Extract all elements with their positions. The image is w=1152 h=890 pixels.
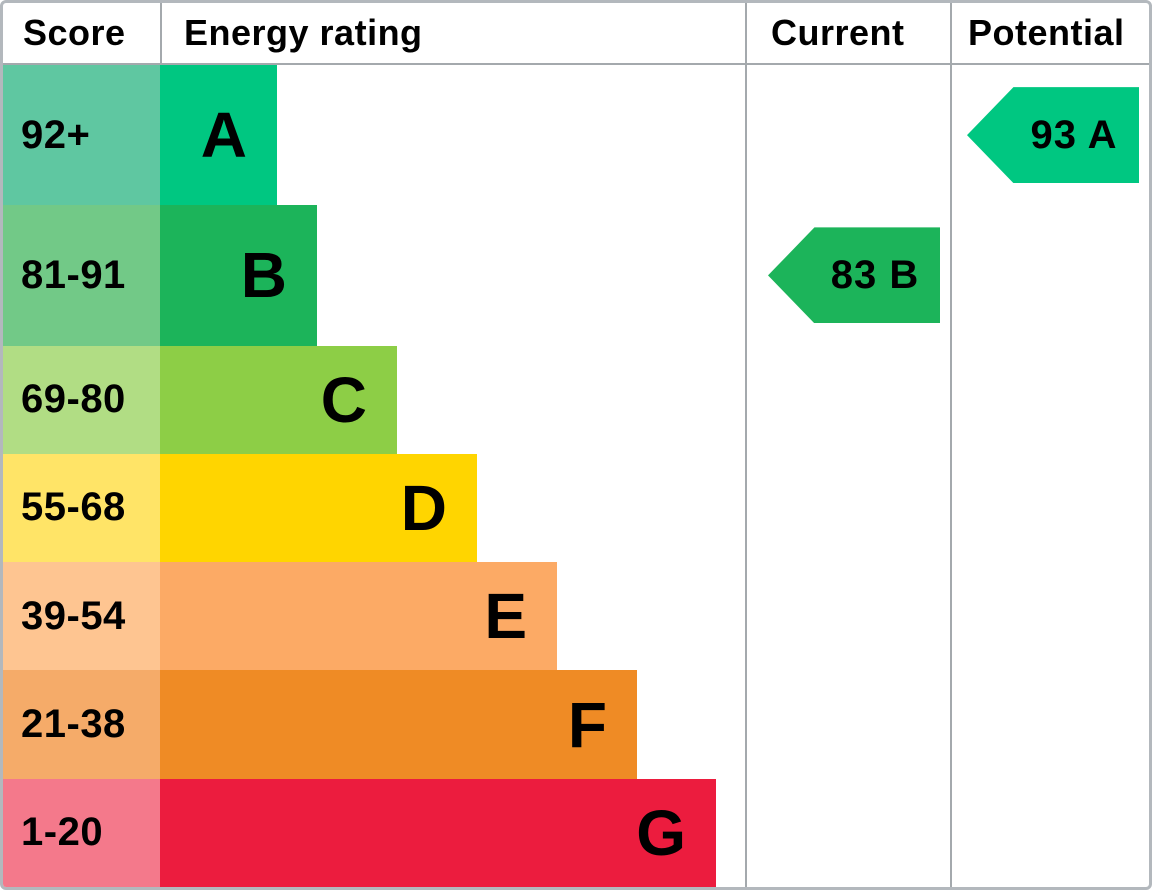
energy-rating-column-header: Energy rating bbox=[160, 3, 745, 63]
score-range: 92+ bbox=[3, 65, 160, 206]
energy-rating-bar-a: A bbox=[160, 65, 277, 206]
current-cell: 83 B bbox=[745, 205, 950, 346]
band-row: 21-38 F bbox=[3, 670, 1149, 779]
band-letter: C bbox=[320, 363, 367, 436]
score-range: 39-54 bbox=[3, 562, 160, 671]
band-letter: G bbox=[636, 796, 686, 869]
band-row: 69-80 C bbox=[3, 345, 1149, 454]
band-letter: E bbox=[484, 580, 527, 653]
chart-header-row: Score Energy rating Current Potential bbox=[3, 3, 1149, 65]
energy-rating-bar-cell: B bbox=[160, 205, 745, 346]
band-letter: F bbox=[567, 688, 607, 761]
current-rating-arrow: 83 B bbox=[768, 227, 940, 324]
current-cell bbox=[745, 670, 950, 779]
band-row: 81-91 B 83 B bbox=[3, 205, 1149, 346]
energy-rating-bar-cell: D bbox=[160, 453, 745, 563]
score-column-header: Score bbox=[23, 12, 126, 53]
score-range: 1-20 bbox=[3, 778, 160, 887]
energy-rating-bar-cell: G bbox=[160, 778, 745, 887]
energy-rating-bar-g: G bbox=[160, 778, 716, 887]
band-letter: A bbox=[200, 99, 247, 172]
band-row: 1-20 G bbox=[3, 778, 1149, 887]
potential-column-header: Potential bbox=[950, 3, 1149, 63]
current-cell bbox=[745, 453, 950, 563]
band-rows: 92+ A 93 A 81-91 B 83 B 69-80 C 55-68 bbox=[3, 65, 1149, 887]
energy-rating-bar-d: D bbox=[160, 453, 477, 563]
potential-cell bbox=[950, 345, 1149, 454]
band-letter: B bbox=[240, 239, 287, 312]
potential-cell bbox=[950, 670, 1149, 779]
score-range: 55-68 bbox=[3, 453, 160, 563]
current-rating-arrow-label: 83 B bbox=[830, 252, 920, 297]
potential-rating-arrow: 93 A bbox=[967, 87, 1139, 184]
current-cell bbox=[745, 562, 950, 671]
energy-rating-bar-f: F bbox=[160, 670, 637, 779]
potential-cell bbox=[950, 453, 1149, 563]
potential-cell: 93 A bbox=[950, 65, 1149, 206]
energy-rating-bar-cell: A bbox=[160, 65, 745, 206]
score-range: 81-91 bbox=[3, 205, 160, 346]
band-row: 39-54 E bbox=[3, 562, 1149, 671]
current-cell bbox=[745, 778, 950, 887]
energy-rating-bar-e: E bbox=[160, 562, 557, 671]
energy-rating-bar-cell: E bbox=[160, 562, 745, 671]
potential-cell bbox=[950, 778, 1149, 887]
energy-rating-bar-cell: C bbox=[160, 345, 745, 454]
energy-rating-bar-cell: F bbox=[160, 670, 745, 779]
energy-rating-bar-b: B bbox=[160, 205, 317, 346]
current-cell bbox=[745, 65, 950, 206]
potential-cell bbox=[950, 205, 1149, 346]
energy-rating-bar-c: C bbox=[160, 345, 397, 454]
potential-cell bbox=[950, 562, 1149, 671]
band-letter: D bbox=[400, 471, 447, 544]
current-column-header: Current bbox=[745, 3, 950, 63]
score-range: 69-80 bbox=[3, 345, 160, 454]
current-cell bbox=[745, 345, 950, 454]
potential-rating-arrow-label: 93 A bbox=[1030, 112, 1118, 157]
band-row: 92+ A 93 A bbox=[3, 65, 1149, 206]
score-range: 21-38 bbox=[3, 670, 160, 779]
band-row: 55-68 D bbox=[3, 453, 1149, 563]
